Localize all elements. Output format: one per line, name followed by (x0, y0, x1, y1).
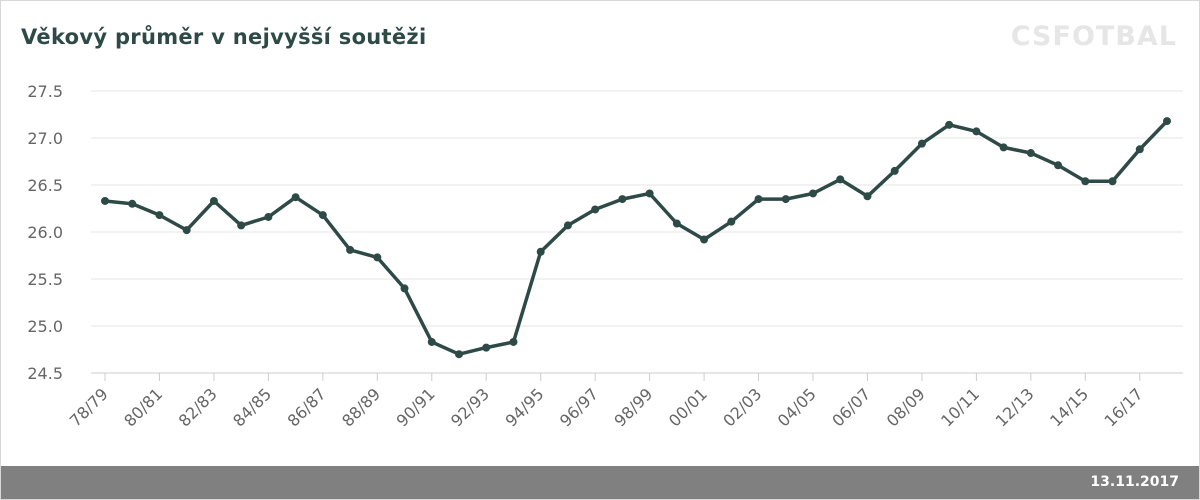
data-point[interactable] (917, 139, 926, 148)
x-tick-label: 16/17 (1101, 384, 1147, 430)
data-point[interactable] (645, 189, 654, 198)
data-point[interactable] (999, 143, 1008, 152)
data-point[interactable] (672, 219, 681, 228)
x-tick-label: 06/07 (828, 384, 874, 430)
y-axis-ticks: 24.5 25.0 25.5 26.0 26.5 27.0 27.5 (27, 82, 63, 383)
y-tick-label: 26.0 (27, 223, 63, 242)
data-point[interactable] (972, 127, 981, 136)
data-point[interactable] (1163, 117, 1171, 126)
x-axis-ticks: 78/79 80/81 82/83 84/85 86/87 88/89 90/91 92/93… (66, 372, 1183, 430)
data-point[interactable] (128, 199, 137, 208)
data-point[interactable] (155, 211, 164, 220)
data-point[interactable] (209, 196, 218, 205)
x-tick-label: 14/15 (1046, 384, 1092, 430)
x-tick-label: 82/83 (175, 384, 221, 430)
x-tick-label: 84/85 (229, 384, 275, 430)
data-point[interactable] (427, 337, 436, 346)
x-tick-label: 92/93 (447, 384, 493, 430)
data-point[interactable] (727, 217, 736, 226)
x-tick-label: 80/81 (120, 384, 166, 430)
data-point[interactable] (1054, 161, 1063, 170)
data-point[interactable] (1026, 149, 1035, 158)
data-point[interactable] (836, 175, 845, 184)
y-tick-label: 24.5 (27, 364, 63, 383)
data-point[interactable] (754, 195, 763, 204)
data-point[interactable] (1108, 177, 1117, 186)
y-tick-label: 27.5 (27, 82, 63, 101)
data-point[interactable] (890, 166, 899, 175)
data-point[interactable] (264, 212, 273, 221)
chart-title: Věkový průměr v nejvyšší soutěži (21, 25, 427, 49)
line-chart: 24.525.025.526.026.527.027.5 78/79 80/81 8… (27, 82, 1183, 430)
data-point[interactable] (237, 221, 246, 230)
data-point[interactable] (509, 337, 518, 346)
footer-bar: 13.11.2017 (1, 466, 1199, 499)
series-line-path (103, 119, 1169, 356)
data-points (101, 117, 1171, 359)
y-tick-label: 26.5 (27, 176, 63, 195)
data-point[interactable] (945, 120, 954, 129)
x-tick-label: 90/91 (393, 384, 439, 430)
data-point[interactable] (400, 284, 409, 293)
x-tick-label: 04/05 (774, 384, 820, 430)
x-tick-label: 98/99 (610, 384, 656, 430)
data-point[interactable] (809, 189, 817, 198)
data-point[interactable] (863, 192, 872, 201)
data-point[interactable] (591, 205, 600, 214)
x-tick-label: 96/97 (556, 384, 602, 430)
data-point[interactable] (1081, 177, 1090, 186)
x-tick-label: 86/87 (284, 384, 330, 430)
data-point[interactable] (318, 211, 327, 220)
data-point[interactable] (536, 247, 545, 256)
data-point[interactable] (291, 193, 300, 202)
series-line (103, 119, 1169, 356)
data-point[interactable] (455, 350, 463, 359)
data-point[interactable] (482, 343, 491, 352)
data-point[interactable] (700, 235, 709, 244)
x-tick-label: 02/03 (719, 384, 765, 430)
data-point[interactable] (182, 226, 191, 235)
data-point[interactable] (781, 195, 790, 204)
x-tick-label: 94/95 (501, 384, 547, 430)
x-tick-label: 08/09 (883, 384, 929, 430)
data-point[interactable] (1135, 145, 1144, 154)
y-tick-label: 25.0 (27, 317, 63, 336)
data-point[interactable] (618, 195, 627, 204)
x-tick-label: 12/13 (992, 384, 1038, 430)
data-point[interactable] (346, 245, 355, 254)
data-point[interactable] (101, 196, 109, 205)
data-point[interactable] (563, 221, 572, 230)
y-tick-label: 25.5 (27, 270, 63, 289)
x-tick-label: 10/11 (937, 384, 983, 430)
gridlines (91, 90, 1183, 374)
brand-watermark: CSFOTBAL (1010, 21, 1177, 52)
x-tick-label: 88/89 (338, 384, 384, 430)
x-tick-label: 78/79 (66, 384, 112, 430)
y-tick-label: 27.0 (27, 129, 63, 148)
data-point[interactable] (373, 253, 382, 262)
footer-date: 13.11.2017 (1090, 474, 1179, 490)
x-tick-label: 00/01 (665, 384, 711, 430)
